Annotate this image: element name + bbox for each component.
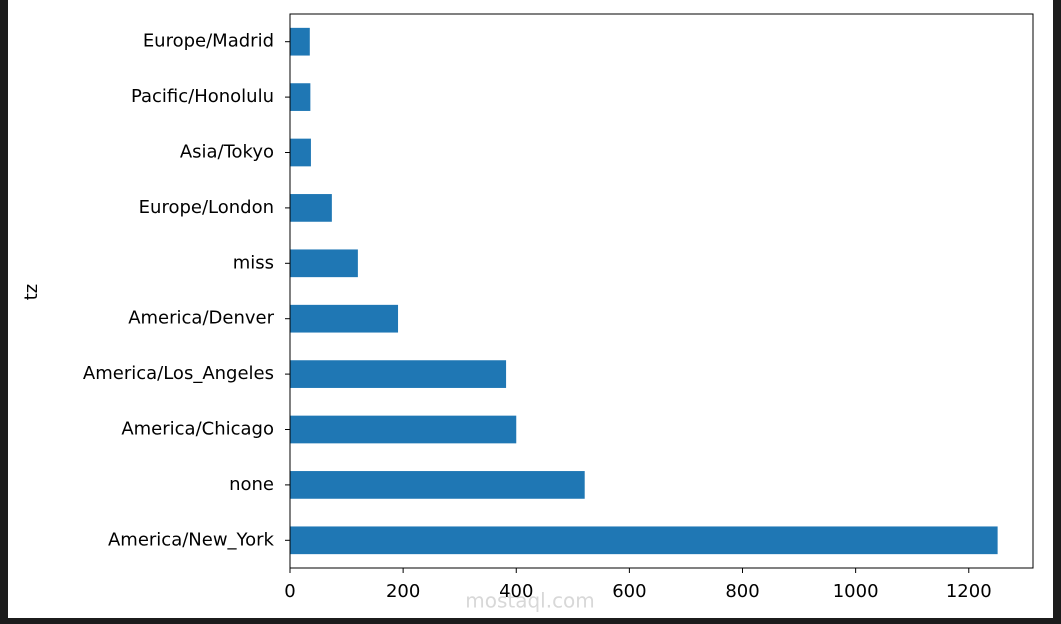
y-axis-label: tz [21,284,42,301]
y-tick-label: America/Los_Angeles [83,363,274,384]
y-tick-label: miss [233,252,274,273]
x-tick-label: 600 [612,581,646,602]
plot-frame [289,13,1034,569]
y-tick-label: America/Denver [128,308,274,329]
y-tick-label: Pacific/Honolulu [131,86,274,107]
watermark: mostaql.com [465,589,595,613]
bar [290,526,998,555]
y-tick-label: America/New_York [108,529,275,550]
x-tick-label: 1200 [946,581,992,602]
bar [290,83,311,111]
bar [290,138,311,167]
y-tick-label: Europe/Madrid [143,31,274,52]
bar [290,249,358,278]
bar [290,27,310,56]
bar [290,415,517,444]
bar [290,304,399,333]
y-tick-label: America/Chicago [121,419,274,440]
x-tick-label: 1000 [833,581,879,602]
y-tick-label: Europe/London [139,197,274,218]
x-tick-label: 0 [284,581,295,602]
bar [290,194,332,222]
x-tick-label: 400 [499,581,533,602]
y-tick-label: none [229,474,274,495]
bar [290,471,585,499]
y-tick-label: Asia/Tokyo [180,142,274,163]
bar [290,360,507,388]
x-tick-label: 800 [725,581,759,602]
canvas [8,0,1053,618]
x-tick-label: 200 [386,581,420,602]
